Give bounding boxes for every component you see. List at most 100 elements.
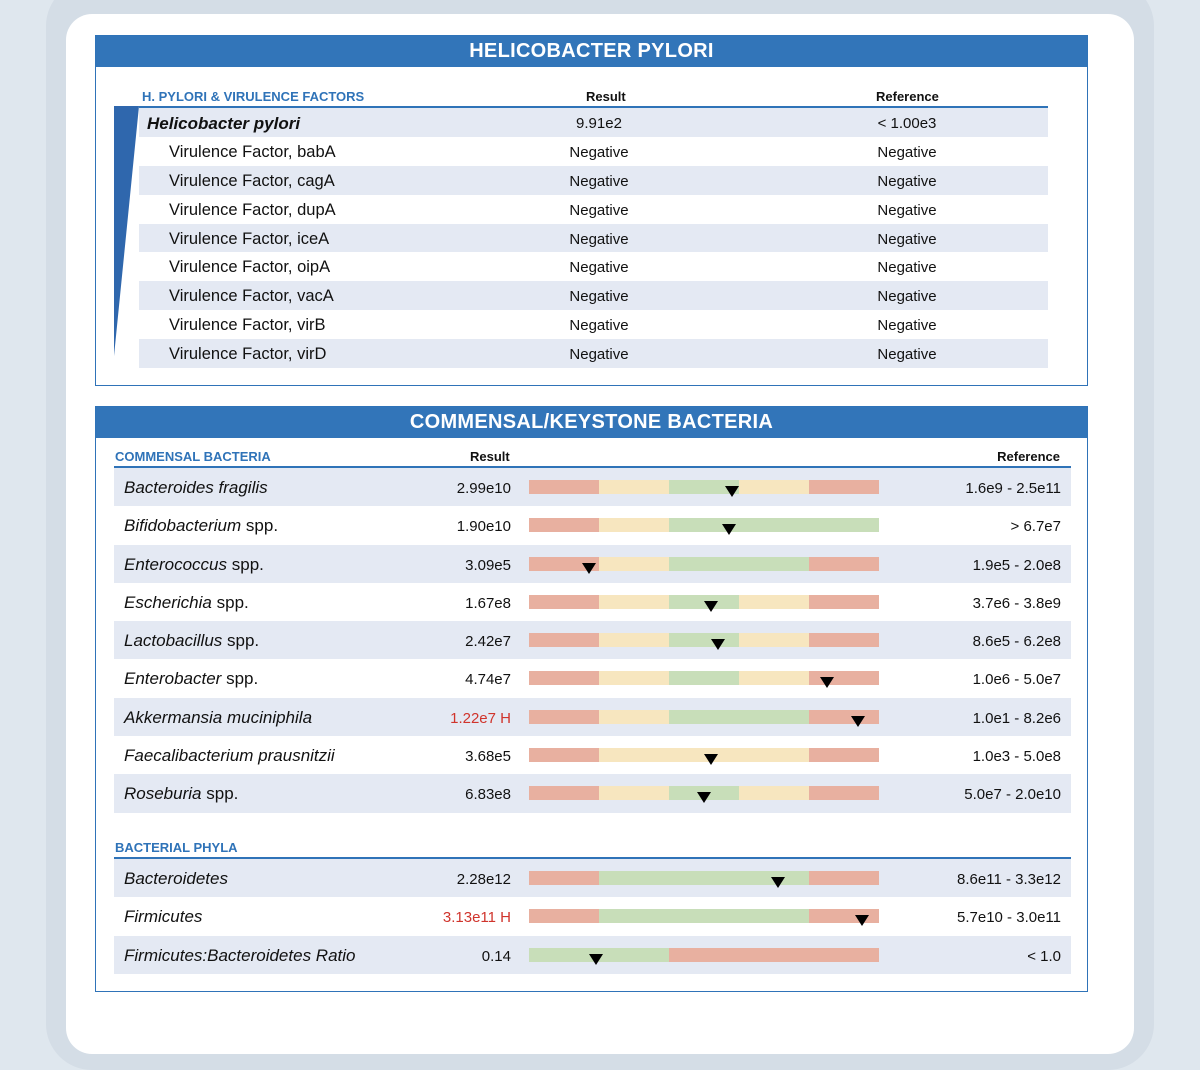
table-row: Firmicutes:Bacteroidetes Ratio 0.14 < 1.0 xyxy=(114,935,1071,974)
range-bar xyxy=(529,871,879,888)
bacteria-suffix: spp. xyxy=(216,592,249,612)
bacteria-genus: Escherichia xyxy=(124,592,212,612)
table-row: Virulence Factor, babA Negative Negative xyxy=(139,137,1048,166)
bacteria-reference: 1.9e5 - 2.0e8 xyxy=(972,556,1061,574)
bacteria-result: 6.83e8 xyxy=(465,786,511,804)
bacteria-name: Faecalibacterium prausnitzii xyxy=(124,746,335,766)
phyla-section-label: BACTERIAL PHYLA xyxy=(115,840,238,855)
bacteria-suffix: spp. xyxy=(206,784,239,804)
commensal-header-rule xyxy=(114,466,1071,468)
bacteria-suffix: spp. xyxy=(231,554,264,574)
table-row: Akkermansia muciniphila 1.22e7 H 1.0e1 - 8… xyxy=(114,697,1071,737)
bacteria-reference: 1.0e6 - 5.0e7 xyxy=(972,671,1061,689)
bacteria-name: Akkermansia muciniphila xyxy=(124,708,312,728)
bacteria-reference: 5.0e7 - 2.0e10 xyxy=(964,786,1061,804)
hpylori-row-name: Virulence Factor, babA xyxy=(169,142,336,161)
result-marker xyxy=(704,600,718,612)
bacteria-name: Escherichia spp. xyxy=(124,593,249,613)
range-bar xyxy=(529,633,879,651)
phyla-header-row: BACTERIAL PHYLA xyxy=(115,840,1070,856)
hpylori-row-reference: Negative xyxy=(877,230,937,248)
range-bar xyxy=(529,480,879,497)
bacteria-name: Bacteroides fragilis xyxy=(124,478,268,498)
bacteria-genus: Faecalibacterium prausnitzii xyxy=(124,746,335,766)
result-marker xyxy=(721,524,736,536)
bacteria-result: 4.74e7 xyxy=(465,671,511,689)
range-bar xyxy=(529,786,879,804)
table-row: Enterococcus spp. 3.09e5 1.9e5 - 2.0e8 xyxy=(114,544,1071,583)
bacteria-suffix: spp. xyxy=(227,631,260,651)
hpylori-row-result: Negative xyxy=(569,172,629,190)
table-row: Virulence Factor, oipA Negative Negative xyxy=(139,252,1048,281)
result-marker xyxy=(711,639,725,651)
bacteria-genus: Firmicutes:Bacteroidetes Ratio xyxy=(124,945,356,965)
bacteria-name: Enterobacter spp. xyxy=(124,669,258,689)
bacteria-genus: Lactobacillus xyxy=(124,631,223,651)
table-row: Firmicutes 3.13e11 H 5.7e10 - 3.0e11 xyxy=(114,897,1071,935)
bacteria-name: Firmicutes:Bacteroidetes Ratio xyxy=(124,946,355,966)
hpylori-row-name: Virulence Factor, vacA xyxy=(169,287,334,306)
hpylori-row-reference: Negative xyxy=(877,346,937,364)
range-bar xyxy=(529,518,879,536)
hpylori-row-result: Negative xyxy=(569,230,629,248)
bacteria-reference: > 6.7e7 xyxy=(1010,518,1061,536)
bacteria-reference: 1.0e3 - 5.0e8 xyxy=(972,748,1061,766)
hpylori-reference-header: Reference xyxy=(876,89,939,104)
bacteria-genus: Enterococcus xyxy=(124,554,227,574)
result-marker xyxy=(854,915,869,927)
hpylori-header-row: H. PYLORI & VIRULENCE FACTORS Result Ref… xyxy=(96,89,1087,105)
bacteria-genus: Akkermansia muciniphila xyxy=(124,707,313,727)
table-row: Virulence Factor, virB Negative Negative xyxy=(139,310,1048,339)
hpylori-row-reference: Negative xyxy=(877,172,937,190)
bacteria-reference: < 1.0 xyxy=(1027,947,1061,965)
bacteria-name: Bacteroidetes xyxy=(124,869,228,889)
result-marker xyxy=(851,715,865,727)
table-row: Escherichia spp. 1.67e8 3.7e6 - 3.8e9 xyxy=(114,583,1071,621)
bacteria-result: 3.09e5 xyxy=(465,556,511,574)
hpylori-row-reference: Negative xyxy=(877,288,937,306)
bacteria-result: 1.90e10 xyxy=(456,518,511,536)
commensal-section-label: COMMENSAL BACTERIA xyxy=(115,449,271,464)
phyla-header-rule xyxy=(114,857,1071,859)
bacteria-reference: 8.6e11 - 3.3e12 xyxy=(957,871,1061,888)
bacteria-reference: 1.6e9 - 2.5e11 xyxy=(965,480,1061,497)
bacteria-suffix: spp. xyxy=(226,669,259,689)
hpylori-row-name: Virulence Factor, virD xyxy=(169,345,327,364)
hpylori-row-name: Virulence Factor, oipA xyxy=(169,258,331,277)
table-row: Virulence Factor, dupA Negative Negative xyxy=(139,195,1048,224)
range-bar xyxy=(529,909,879,927)
bacteria-name: Enterococcus spp. xyxy=(124,555,264,575)
hpylori-row-name: Virulence Factor, iceA xyxy=(169,229,330,248)
range-bar xyxy=(529,671,879,689)
table-row: Virulence Factor, iceA Negative Negative xyxy=(139,223,1048,253)
bacteria-result: 0.14 xyxy=(481,947,511,965)
hpylori-row-name: Virulence Factor, cagA xyxy=(169,171,335,190)
bacteria-genus: Roseburia xyxy=(124,784,202,804)
range-bar xyxy=(529,947,879,965)
range-bar xyxy=(529,594,879,612)
table-row: Roseburia spp. 6.83e8 5.0e7 - 2.0e10 xyxy=(114,774,1071,813)
commensal-panel: COMMENSAL/KEYSTONE BACTERIA COMMENSAL BA… xyxy=(95,406,1088,992)
hpylori-row-result: Negative xyxy=(569,346,629,364)
hpylori-row-result: 9.91e2 xyxy=(576,115,622,132)
hpylori-rows: Helicobacter pylori 9.91e2 < 1.00e3 Virulen… xyxy=(139,108,1048,369)
table-row: Lactobacillus spp. 2.42e7 8.6e5 - 6.2e8 xyxy=(114,621,1071,660)
hpylori-panel: HELICOBACTER PYLORI H. PYLORI & VIRULENC… xyxy=(95,35,1088,386)
table-row: Bacteroidetes 2.28e12 8.6e11 - 3.3e12 xyxy=(114,859,1071,898)
hpylori-section-label: H. PYLORI & VIRULENCE FACTORS xyxy=(142,89,365,104)
table-row: Bacteroides fragilis 2.99e10 1.6e9 - 2.5e1… xyxy=(114,468,1071,507)
hpylori-row-result: Negative xyxy=(569,288,629,306)
table-row: Faecalibacterium prausnitzii 3.68e5 1.0e3 … xyxy=(114,736,1071,774)
hpylori-header-rule xyxy=(139,106,1048,108)
bacteria-reference: 1.0e1 - 8.2e6 xyxy=(972,709,1061,727)
bacteria-name: Lactobacillus spp. xyxy=(124,631,259,651)
hpylori-title: HELICOBACTER PYLORI xyxy=(96,36,1087,67)
result-marker xyxy=(704,754,718,766)
hpylori-row-result: Negative xyxy=(569,201,629,219)
bacteria-result: 3.13e11 H xyxy=(442,909,511,927)
phyla-rows: Bacteroidetes 2.28e12 8.6e11 - 3.3e12 Firmi… xyxy=(114,859,1071,974)
table-row: Enterobacter spp. 4.74e7 1.0e6 - 5.0e7 xyxy=(114,659,1071,697)
commensal-header-row: COMMENSAL BACTERIA Result Reference xyxy=(115,449,1070,465)
range-bar xyxy=(529,556,879,574)
hpylori-row-name: Virulence Factor, dupA xyxy=(169,200,336,219)
